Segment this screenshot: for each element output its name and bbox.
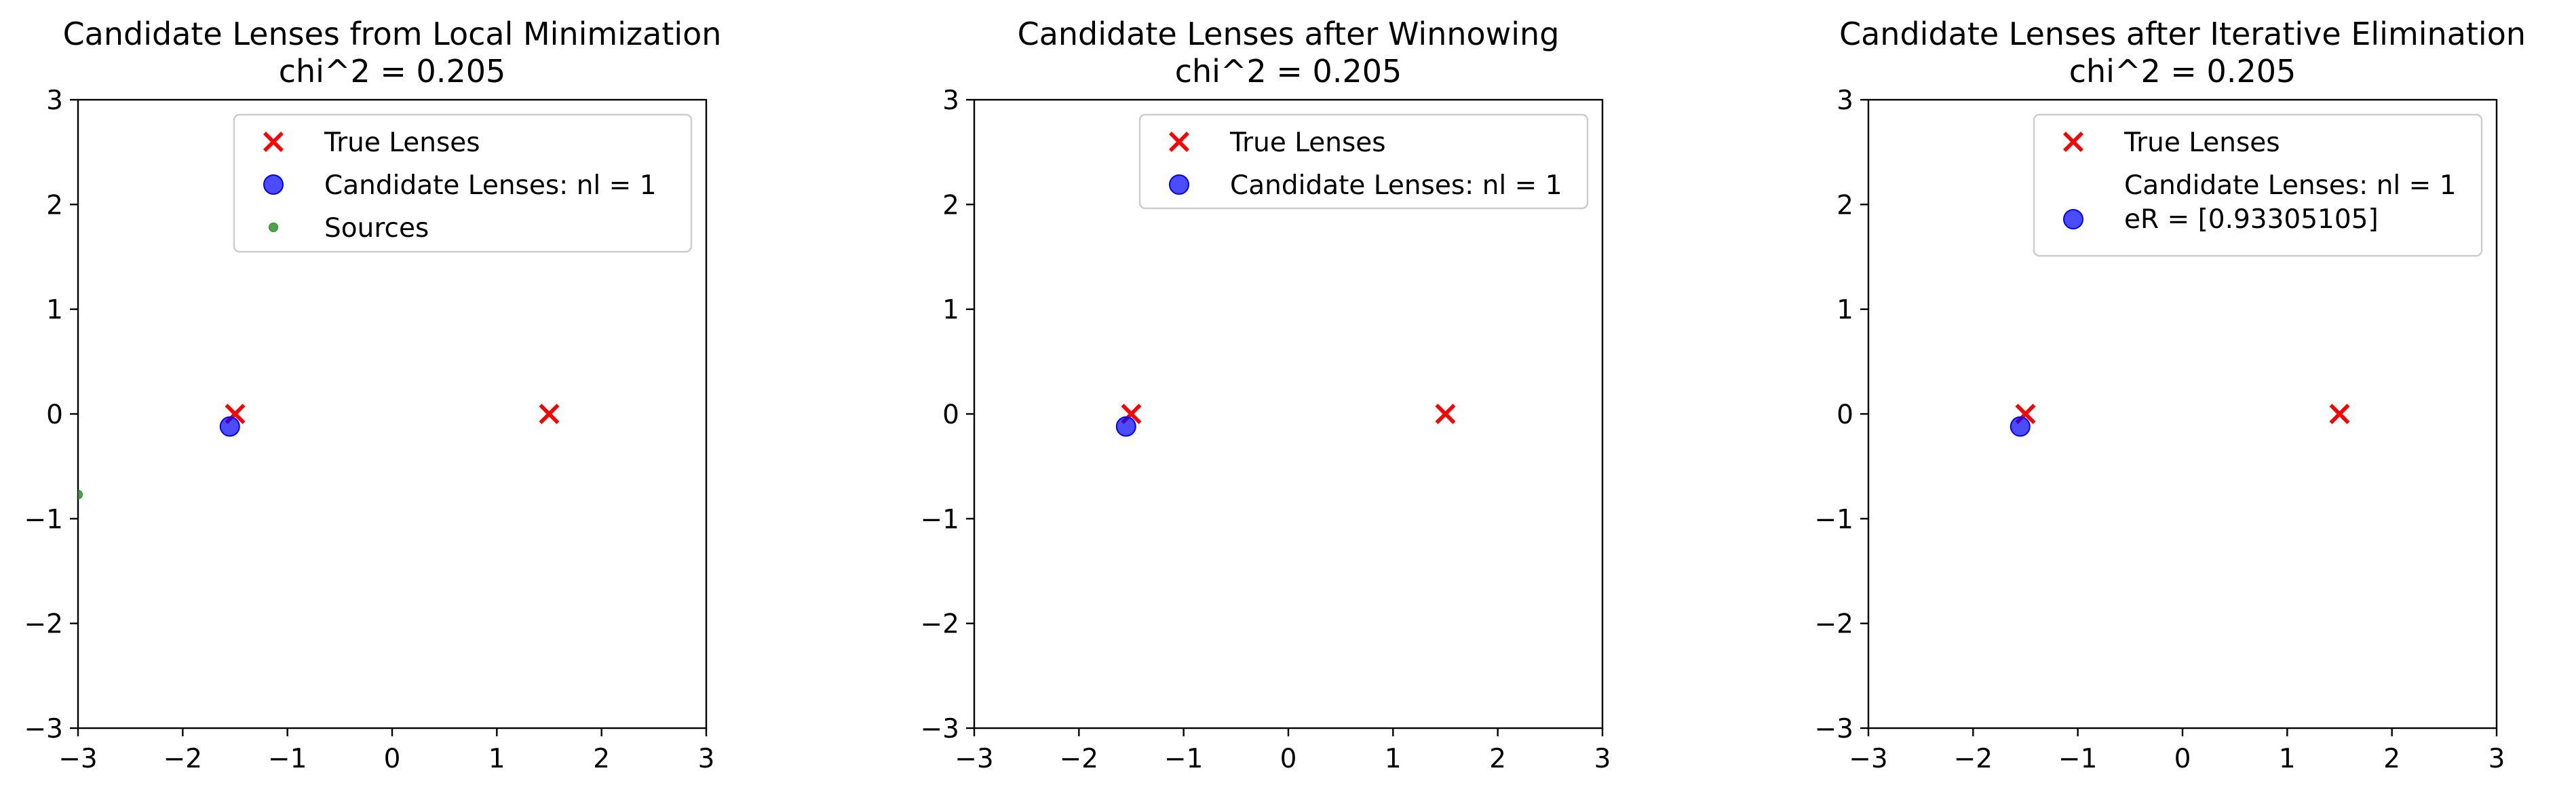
legend-marker-x bbox=[263, 132, 284, 152]
y-tick-label: −3 bbox=[921, 714, 960, 744]
legend-box bbox=[1138, 113, 1589, 210]
chart-subtitle: chi^2 = 0.205 bbox=[1175, 53, 1402, 90]
y-tick-label: 1 bbox=[1837, 295, 1853, 326]
chart-subtitle: chi^2 = 0.205 bbox=[279, 53, 506, 90]
legend: True Lenses Candidate Lenses: nl = 1 Sourc… bbox=[233, 113, 693, 253]
x-tick-label: −2 bbox=[164, 744, 203, 774]
legend-label: Candidate Lenses: nl = 1 bbox=[2124, 170, 2457, 201]
legend-marker-x-stroke-b bbox=[2063, 132, 2083, 152]
chart-title: Candidate Lenses from Local Minimization bbox=[63, 16, 722, 52]
point-x-1-2-stroke-b bbox=[2329, 404, 2350, 424]
y-tick-label: −1 bbox=[921, 504, 960, 535]
y-tick-label: −1 bbox=[1815, 504, 1854, 535]
data-points bbox=[2010, 404, 2350, 437]
x-tick-label: 0 bbox=[384, 744, 401, 774]
y-tick-label: 3 bbox=[46, 86, 63, 116]
legend: True Lenses Candidate Lenses: nl = 1 eR =… bbox=[2033, 113, 2483, 257]
x-tick-label: 2 bbox=[593, 744, 610, 774]
y-tick-label: 0 bbox=[46, 400, 63, 430]
x-tick-label: −1 bbox=[268, 744, 307, 774]
x-tick-label: 1 bbox=[2279, 744, 2296, 774]
point-circle-2-1 bbox=[2010, 416, 2031, 437]
point-x-1-2 bbox=[1435, 404, 1456, 424]
legend-marker-x bbox=[1169, 132, 1189, 152]
x-tick-label: 1 bbox=[488, 744, 505, 774]
y-tick-label: 0 bbox=[1837, 400, 1853, 430]
x-tick-label: 2 bbox=[2383, 744, 2400, 774]
legend-marker-circle bbox=[263, 174, 284, 195]
legend-label-line2: eR = [0.93305105] bbox=[2124, 204, 2379, 235]
chart-title: Candidate Lenses after Iterative Elimina… bbox=[1839, 16, 2526, 52]
data-points bbox=[1115, 404, 1456, 437]
x-tick-label: −3 bbox=[955, 744, 994, 774]
legend-label: Sources bbox=[324, 213, 429, 244]
y-tick-label: 3 bbox=[942, 86, 959, 116]
legend-marker-circle bbox=[1169, 174, 1189, 195]
legend-label: Candidate Lenses: nl = 1 bbox=[324, 170, 657, 201]
x-tick-label: −1 bbox=[1164, 744, 1204, 774]
point-circle-2-1 bbox=[219, 416, 240, 437]
x-tick-label: −3 bbox=[58, 744, 98, 774]
y-tick-label: 0 bbox=[942, 400, 959, 430]
chart-panel-1: Candidate Lenses from Local Minimization… bbox=[24, 16, 722, 774]
legend-marker-x-stroke-b bbox=[263, 132, 284, 152]
y-tick-label: 2 bbox=[46, 190, 63, 221]
x-tick-label: 0 bbox=[1280, 744, 1297, 774]
x-tick-label: 0 bbox=[2174, 744, 2191, 774]
x-tick-label: 1 bbox=[1385, 744, 1402, 774]
legend-marker-x bbox=[2063, 132, 2083, 152]
y-tick-label: −2 bbox=[921, 609, 960, 640]
y-tick-label: −1 bbox=[24, 504, 64, 535]
point-x-1-2-stroke-b bbox=[1435, 404, 1456, 424]
point-circle-2-1 bbox=[1115, 416, 1136, 437]
legend-marker-x-stroke-b bbox=[1169, 132, 1189, 152]
y-tick-label: −3 bbox=[24, 714, 64, 744]
legend-box bbox=[233, 113, 693, 253]
x-tick-label: −1 bbox=[2058, 744, 2098, 774]
x-tick-label: 3 bbox=[698, 744, 715, 774]
legend-marker-circle bbox=[2063, 209, 2083, 229]
x-tick-label: −2 bbox=[1954, 744, 1993, 774]
y-tick-label: −2 bbox=[24, 609, 64, 640]
legend-label: True Lenses bbox=[2123, 128, 2280, 158]
point-x-1-2-stroke-b bbox=[539, 404, 560, 424]
legend-marker-dot bbox=[269, 223, 278, 232]
x-tick-label: 3 bbox=[2488, 744, 2505, 774]
y-tick-label: 3 bbox=[1837, 86, 1853, 116]
point-x-1-2 bbox=[539, 404, 560, 424]
legend-label: True Lenses bbox=[1229, 128, 1386, 158]
y-tick-label: −2 bbox=[1815, 609, 1854, 640]
data-points bbox=[78, 404, 560, 499]
chart-panel-3: Candidate Lenses after Iterative Elimina… bbox=[1815, 16, 2526, 774]
legend-box bbox=[2033, 113, 2483, 257]
chart-subtitle: chi^2 = 0.205 bbox=[2069, 53, 2296, 90]
y-tick-label: 2 bbox=[942, 190, 959, 221]
point-dot-3-1 bbox=[78, 489, 83, 499]
legend-label: Candidate Lenses: nl = 1 bbox=[1230, 170, 1562, 201]
legend: True Lenses Candidate Lenses: nl = 1 bbox=[1138, 113, 1589, 210]
x-tick-label: 2 bbox=[1489, 744, 1506, 774]
y-tick-label: −3 bbox=[1815, 714, 1854, 744]
x-tick-label: −2 bbox=[1060, 744, 1099, 774]
x-tick-label: −3 bbox=[1849, 744, 1888, 774]
y-tick-label: 1 bbox=[942, 295, 959, 326]
legend-label: True Lenses bbox=[324, 128, 480, 158]
y-tick-label: 1 bbox=[46, 295, 63, 326]
x-tick-label: 3 bbox=[1594, 744, 1611, 774]
chart-title: Candidate Lenses after Winnowing bbox=[1018, 16, 1560, 52]
y-tick-label: 2 bbox=[1837, 190, 1853, 221]
point-x-1-2 bbox=[2329, 404, 2350, 424]
